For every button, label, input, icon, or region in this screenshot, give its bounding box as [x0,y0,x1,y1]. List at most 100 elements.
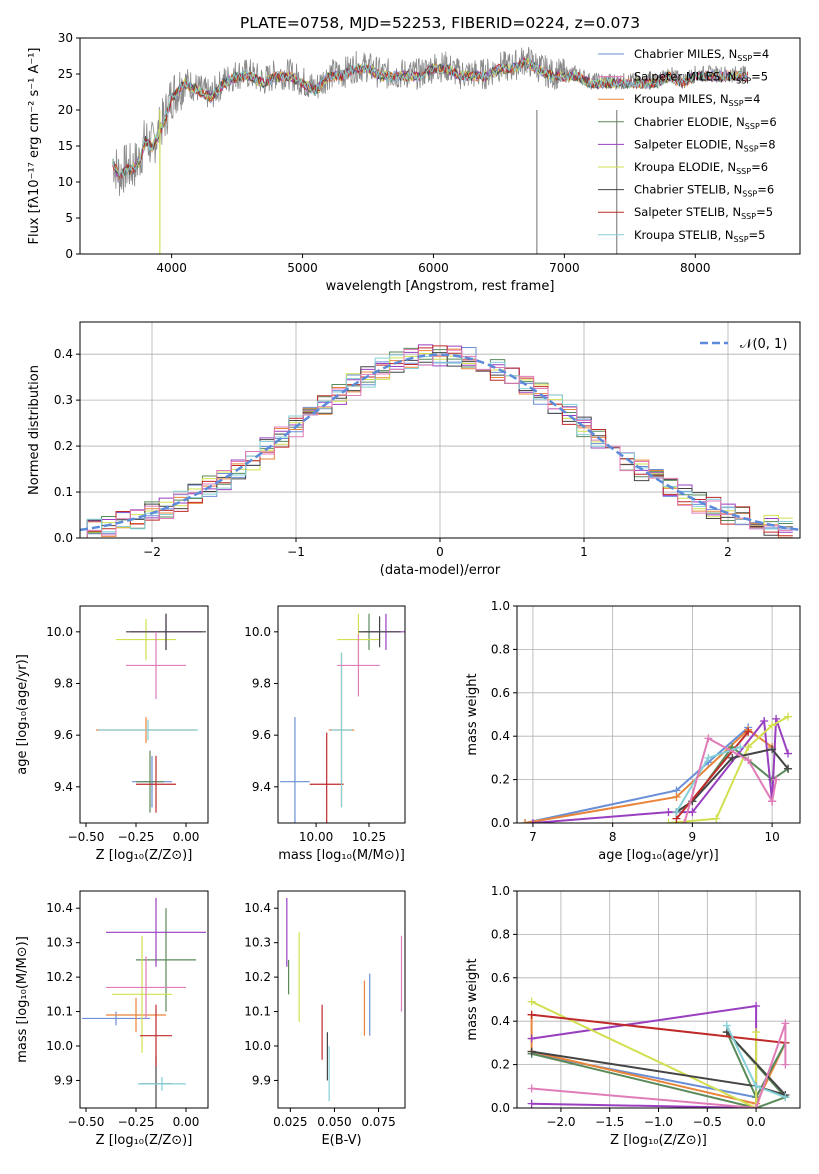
x-tick-label: −2.0 [546,1115,575,1129]
x-tick-label: 0.075 [361,1115,395,1129]
axes-mass-vs-EBV: 0.025 0.050 0.075 9.9 10.0 10.1 10.2 10.3 10.4 E(… [244,890,406,1148]
plot-area-spectrum [112,47,749,254]
x-axis-label: Z [log₁₀(Z/Z⊙)] [96,1133,193,1148]
weight-marker [712,814,721,823]
weight-marker [688,808,697,817]
weight-marker [744,756,753,765]
figure-title: PLATE=0758, MJD=52253, FIBERID=0224, z=0… [240,14,640,32]
legend-entry: Salpeter ELODIE, NSSP=8 [634,137,776,153]
y-tick-label: 5 [65,211,73,225]
weight-marker [527,1034,536,1043]
axes-residuals: −2 −1 0 1 2 0.0 0.1 0.2 0.3 0.4 (data-model)/error… [27,321,801,578]
x-tick-label: −1 [287,545,305,559]
y-axis-label: Flux [fλ10⁻¹⁷ erg cm⁻² s⁻¹ A⁻¹] [27,48,42,245]
plot-area-weight-vs-Z [527,997,790,1108]
legend-entry: Kroupa MILES, NSSP=4 [634,92,760,108]
x-axis-label: Z [log₁₀(Z/Z⊙)] [96,848,193,863]
y-tick-label: 10.1 [244,1005,271,1019]
legend-entry: Kroupa STELIB, NSSP=5 [634,228,765,244]
x-tick-label: 9 [689,830,697,844]
y-tick-label: 10 [58,175,73,189]
weight-marker [680,819,689,823]
plot-area-mass-vs-EBV [286,897,403,1102]
weight-marker [781,1093,790,1102]
weight-marker [527,997,536,1006]
axes-frame [516,605,801,824]
normal-reference-curve [80,353,800,532]
x-tick-label: 2 [724,545,732,559]
weight-marker [752,1028,761,1037]
model-spectrum-7 [112,56,749,180]
y-tick-label: 20 [58,103,73,117]
weight-series-5 [531,1031,789,1098]
weight-marker [781,1019,790,1028]
y-axis-label: mass [log₁₀(M/M⊙)] [15,936,30,1063]
weight-marker [528,819,537,823]
weight-marker [664,808,673,817]
weight-marker [784,712,793,721]
y-axis-label: Normed distribution [27,365,42,495]
y-tick-label: 1.0 [491,884,510,898]
x-tick-label: 0.0 [747,1115,766,1129]
weight-marker [728,753,737,762]
x-tick-label: 0.025 [273,1115,307,1129]
axes-age-vs-Z: −0.50 −0.25 0.00 9.4 9.6 9.8 10.0 Z [log₁₀(Z/Z⊙… [15,605,209,863]
plot-area-mass-vs-Z [82,897,206,1108]
y-tick-label: 0.8 [491,642,510,656]
y-tick-label: 10.2 [46,970,73,984]
axes-weight-vs-Z: −2.0 −1.5 −1.0 −0.5 0.0 0.0 0.2 0.4 0.6 0.8 1.0 Z [… [465,884,801,1148]
y-tick-label: 0.2 [491,773,510,787]
y-tick-label: 25 [58,67,73,81]
weight-series-3 [532,718,789,823]
weight-marker [527,1084,536,1093]
x-tick-label: 7000 [549,261,580,275]
legend-entry: 𝒩(0, 1) [740,337,787,352]
weight-marker [768,797,777,806]
weight-series-6 [531,1013,786,1044]
y-tick-label: 9.6 [54,728,73,742]
y-tick-label: 0.0 [54,531,73,545]
y-tick-label: 9.4 [54,780,73,794]
x-axis-label: Z [log₁₀(Z/Z⊙)] [610,1133,707,1148]
weight-marker [520,819,529,823]
plot-area-weight-vs-age [520,712,793,823]
y-tick-label: 0.0 [491,1101,510,1115]
axes-frame [277,890,406,1109]
weight-marker [527,1099,536,1108]
y-tick-label: 10.0 [244,625,271,639]
legend-entry: Chabrier STELIB, NSSP=6 [634,183,774,199]
x-tick-label: 4000 [156,261,187,275]
y-tick-label: 0.4 [54,347,73,361]
y-axis-label: mass weight [465,673,480,755]
weight-marker [744,743,753,752]
y-tick-label: 0.6 [491,686,510,700]
y-tick-label: 9.6 [252,728,271,742]
weight-marker [752,1002,761,1011]
legend-entry: Kroupa ELODIE, NSSP=6 [634,160,768,176]
weight-series-6 [675,731,749,820]
y-tick-label: 10.0 [46,1039,73,1053]
spectrum-legend: Chabrier MILES, NSSP=4 Salpeter MILES, NS… [598,47,777,244]
weight-marker [784,749,793,758]
y-tick-label: 0.0 [491,816,510,830]
weight-series-0 [524,726,749,823]
weight-marker [768,745,777,754]
y-tick-label: 10.3 [244,936,271,950]
weight-marker [664,819,673,823]
x-tick-label: 0.00 [173,1115,200,1129]
x-tick-label: −0.50 [68,830,105,844]
weight-marker [722,1021,731,1030]
legend-entry: Chabrier MILES, NSSP=4 [634,47,769,63]
y-axis-label: mass weight [465,958,480,1040]
axes-weight-vs-age: 7 8 9 10 0.0 0.2 0.4 0.6 0.8 1.0 age [log₁₀(age/yr… [465,599,801,863]
y-tick-label: 9.8 [252,677,271,691]
weight-marker [781,1060,790,1069]
axes-spectrum: 4000 5000 6000 7000 8000 0 5 10 15 20 25 30 waveleng… [27,31,801,294]
legend-entry: Salpeter MILES, NSSP=5 [634,70,768,86]
axes-mass-vs-Z: −0.50 −0.25 0.00 9.9 10.0 10.1 10.2 10.3 10.4 Z [… [15,890,209,1148]
y-tick-label: 0.3 [54,393,73,407]
weight-series-4 [531,1000,758,1108]
x-tick-label: 7 [529,830,537,844]
y-tick-label: 10.0 [244,1039,271,1053]
